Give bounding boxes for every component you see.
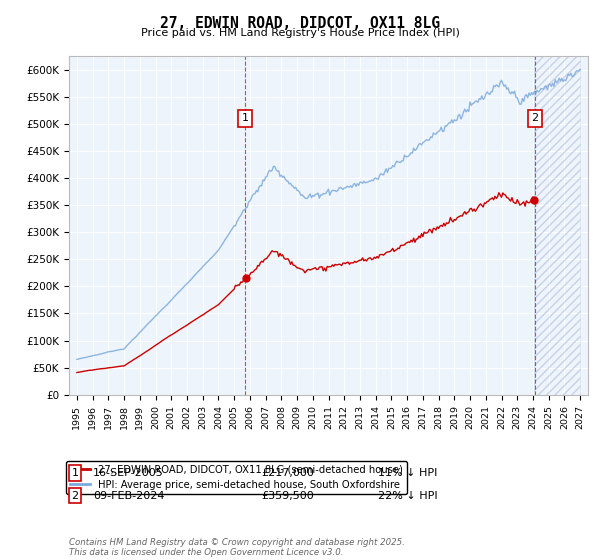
Text: 22% ↓ HPI: 22% ↓ HPI [378, 491, 437, 501]
Text: 1: 1 [242, 113, 249, 123]
Text: Price paid vs. HM Land Registry's House Price Index (HPI): Price paid vs. HM Land Registry's House … [140, 28, 460, 38]
Text: 2: 2 [531, 113, 538, 123]
Text: 2: 2 [71, 491, 79, 501]
Legend: 27, EDWIN ROAD, DIDCOT, OX11 8LG (semi-detached house), HPI: Average price, semi: 27, EDWIN ROAD, DIDCOT, OX11 8LG (semi-d… [67, 461, 407, 494]
Text: £359,500: £359,500 [261, 491, 314, 501]
Text: 09-FEB-2024: 09-FEB-2024 [93, 491, 164, 501]
Text: 11% ↓ HPI: 11% ↓ HPI [378, 468, 437, 478]
Text: 27, EDWIN ROAD, DIDCOT, OX11 8LG: 27, EDWIN ROAD, DIDCOT, OX11 8LG [160, 16, 440, 31]
Text: £217,000: £217,000 [261, 468, 314, 478]
Text: 16-SEP-2005: 16-SEP-2005 [93, 468, 164, 478]
Text: 1: 1 [71, 468, 79, 478]
Text: Contains HM Land Registry data © Crown copyright and database right 2025.
This d: Contains HM Land Registry data © Crown c… [69, 538, 405, 557]
